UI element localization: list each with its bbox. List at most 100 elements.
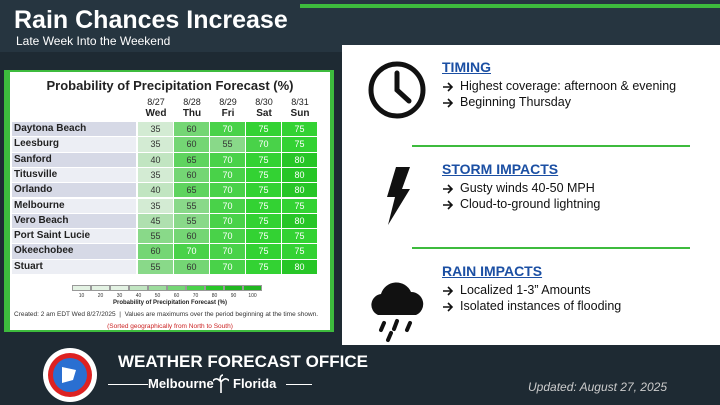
scale-swatch bbox=[110, 285, 129, 291]
value-cell: 70 bbox=[174, 244, 209, 259]
section-heading: TIMING bbox=[442, 59, 491, 75]
value-cell: 70 bbox=[210, 259, 245, 274]
day-header: Thu bbox=[182, 108, 202, 119]
value-cell: 75 bbox=[246, 259, 281, 274]
scale-swatch bbox=[224, 285, 243, 291]
footnote: Created: 2 am EDT Wed 8/27/2025 | Values… bbox=[14, 311, 319, 318]
value-cell: 75 bbox=[282, 229, 317, 244]
value-cell: 65 bbox=[174, 152, 209, 167]
scale-tick: 70 bbox=[192, 293, 199, 299]
date-header: 8/28 bbox=[183, 97, 201, 107]
bullet-arrow bbox=[443, 302, 454, 312]
city-cell: Daytona Beach bbox=[12, 122, 136, 137]
day-header: Wed bbox=[145, 108, 167, 119]
nws-logo bbox=[43, 348, 97, 402]
value-cell: 80 bbox=[282, 152, 317, 167]
updated: Updated: August 27, 2025 bbox=[528, 380, 667, 394]
value-cell: 55 bbox=[174, 213, 209, 229]
day-header: Sat bbox=[256, 108, 272, 119]
city-cell: Melbourne bbox=[12, 198, 136, 213]
value-cell: 75 bbox=[246, 213, 281, 229]
office-city: Melbourne bbox=[148, 376, 214, 391]
value-cell: 60 bbox=[174, 259, 209, 274]
value-cell: 70 bbox=[210, 198, 245, 213]
value-cell: 70 bbox=[210, 213, 245, 229]
office-state: Florida bbox=[233, 376, 277, 391]
value-cell: 40 bbox=[138, 183, 173, 198]
info-panel: TIMING Highest coverage: afternoon & even… bbox=[342, 45, 720, 345]
header-band bbox=[0, 0, 720, 52]
value-cell: 75 bbox=[246, 198, 281, 213]
value-cell: 75 bbox=[246, 167, 281, 183]
bullet-arrow bbox=[443, 286, 454, 296]
city-cell: Port Saint Lucie bbox=[12, 229, 136, 244]
city-cell: Orlando bbox=[12, 183, 136, 198]
value-cell: 60 bbox=[174, 229, 209, 244]
value-cell: 75 bbox=[246, 229, 281, 244]
scale-tick: 20 bbox=[97, 293, 104, 299]
value-cell: 75 bbox=[282, 198, 317, 213]
bullet-arrow bbox=[443, 184, 454, 194]
date-header: 8/29 bbox=[219, 97, 237, 107]
divider bbox=[412, 145, 690, 147]
scale-swatch bbox=[243, 285, 262, 291]
value-cell: 80 bbox=[282, 259, 317, 274]
value-cell: 70 bbox=[210, 152, 245, 167]
date-header: 8/30 bbox=[255, 97, 273, 107]
scale-tick: 60 bbox=[173, 293, 180, 299]
table-title: Probability of Precipitation Forecast (%… bbox=[46, 78, 294, 93]
footer-band bbox=[0, 345, 720, 405]
scale-tick: 40 bbox=[135, 293, 142, 299]
value-cell: 65 bbox=[174, 183, 209, 198]
date-header: 8/27 bbox=[147, 97, 165, 107]
scale-tick: 10 bbox=[78, 293, 85, 299]
scale-tick: 100 bbox=[248, 293, 257, 299]
day-header: Fri bbox=[221, 108, 235, 119]
rule bbox=[286, 384, 312, 385]
value-cell: 60 bbox=[174, 137, 209, 152]
city-cell: Leesburg bbox=[12, 137, 136, 152]
scale-swatch bbox=[72, 285, 91, 291]
scale-swatch bbox=[186, 285, 205, 291]
value-cell: 75 bbox=[282, 122, 317, 137]
city-cell: Vero Beach bbox=[12, 213, 136, 229]
scale-swatch bbox=[91, 285, 110, 291]
value-cell: 35 bbox=[138, 137, 173, 152]
value-cell: 35 bbox=[138, 198, 173, 213]
bullet-arrow bbox=[443, 98, 454, 108]
bullet-text: Gusty winds 40-50 MPH bbox=[460, 181, 595, 195]
scale-swatch bbox=[205, 285, 224, 291]
scale-tick: 90 bbox=[230, 293, 237, 299]
date-header: 8/31 bbox=[291, 97, 309, 107]
section-heading: RAIN IMPACTS bbox=[442, 263, 543, 279]
subtitle: Late Week Into the Weekend bbox=[16, 34, 171, 48]
bullet-arrow bbox=[443, 200, 454, 210]
scale-tick: 80 bbox=[211, 293, 218, 299]
value-cell: 70 bbox=[210, 244, 245, 259]
value-cell: 60 bbox=[174, 167, 209, 183]
value-cell: 55 bbox=[174, 198, 209, 213]
scale-swatch bbox=[129, 285, 148, 291]
scale-swatch bbox=[148, 285, 167, 291]
value-cell: 70 bbox=[210, 183, 245, 198]
value-cell: 80 bbox=[282, 167, 317, 183]
value-cell: 55 bbox=[138, 259, 173, 274]
value-cell: 35 bbox=[138, 122, 173, 137]
value-cell: 55 bbox=[138, 229, 173, 244]
table-panel: Probability of Precipitation Forecast (%… bbox=[10, 72, 330, 330]
value-cell: 75 bbox=[246, 152, 281, 167]
bullet-text: Beginning Thursday bbox=[460, 95, 571, 109]
bullet-text: Highest coverage: afternoon & evening bbox=[460, 79, 677, 93]
value-cell: 75 bbox=[246, 122, 281, 137]
bullet-text: Cloud-to-ground lightning bbox=[460, 197, 601, 211]
city-cell: Sanford bbox=[12, 152, 136, 167]
palm-icon bbox=[213, 374, 229, 393]
scale-label: Probability of Precipitation Forecast (%… bbox=[112, 300, 228, 306]
city-cell: Okeechobee bbox=[12, 244, 136, 259]
value-cell: 45 bbox=[138, 213, 173, 229]
title: Rain Chances Increase bbox=[14, 6, 288, 34]
value-cell: 80 bbox=[282, 183, 317, 198]
accent-stripe bbox=[300, 4, 720, 8]
value-cell: 75 bbox=[246, 183, 281, 198]
